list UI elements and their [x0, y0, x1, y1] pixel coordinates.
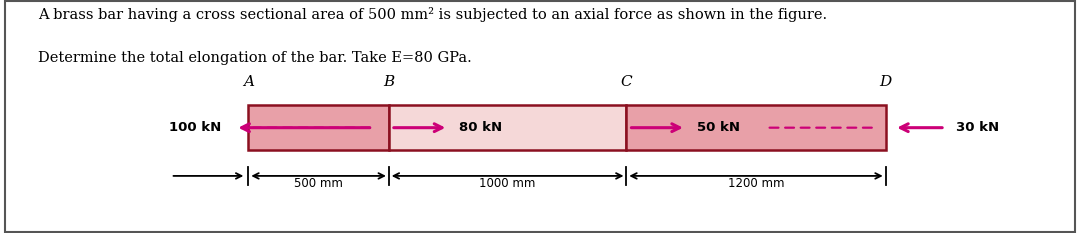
- Text: 80 kN: 80 kN: [459, 121, 502, 134]
- Text: 30 kN: 30 kN: [956, 121, 999, 134]
- Bar: [248, 105, 389, 150]
- Text: D: D: [879, 75, 892, 89]
- Text: A: A: [243, 75, 254, 89]
- Bar: [389, 105, 626, 150]
- Text: A brass bar having a cross sectional area of 500 mm² is subjected to an axial fo: A brass bar having a cross sectional are…: [38, 7, 827, 22]
- Text: 1200 mm: 1200 mm: [728, 177, 784, 190]
- Text: C: C: [621, 75, 632, 89]
- Bar: [626, 105, 886, 150]
- Text: 50 kN: 50 kN: [697, 121, 740, 134]
- Text: Determine the total elongation of the bar. Take E=80 GPa.: Determine the total elongation of the ba…: [38, 51, 472, 65]
- Text: 100 kN: 100 kN: [170, 121, 221, 134]
- Text: 1000 mm: 1000 mm: [480, 177, 536, 190]
- Text: B: B: [383, 75, 394, 89]
- Text: 500 mm: 500 mm: [294, 177, 343, 190]
